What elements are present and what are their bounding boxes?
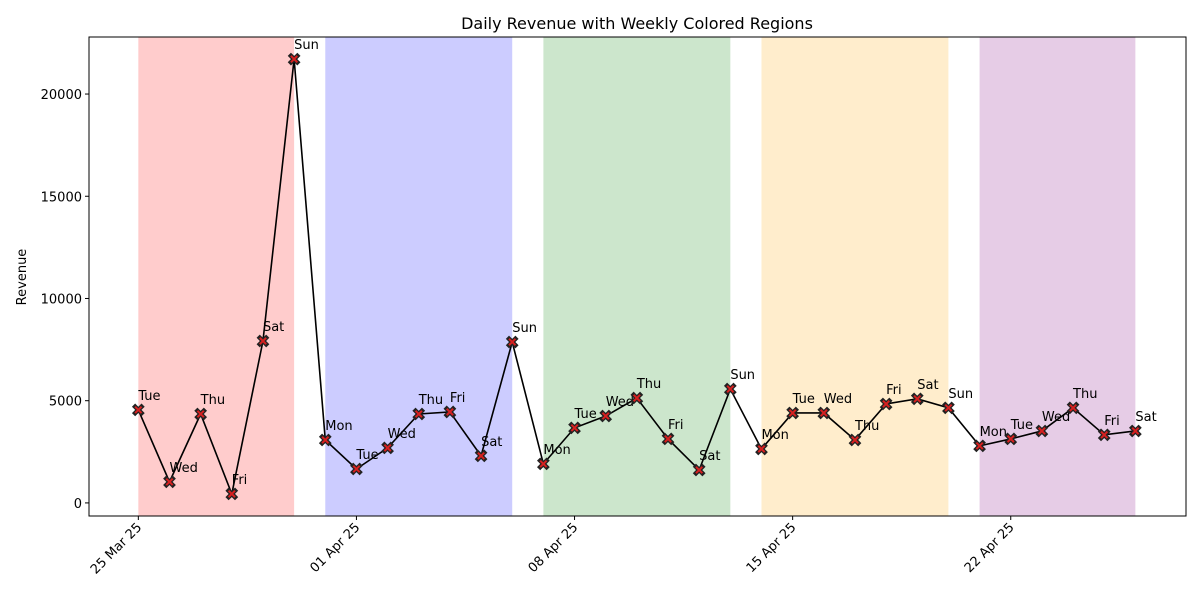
marker-fill — [695, 466, 704, 474]
data-label: Mon — [325, 419, 352, 434]
data-label: Mon — [543, 443, 570, 458]
marker-fill — [1006, 435, 1015, 443]
data-label: Fri — [1104, 414, 1120, 429]
week-region — [979, 37, 1136, 516]
marker-fill — [1069, 403, 1077, 412]
data-label: Thu — [418, 393, 443, 408]
data-label: Tue — [574, 407, 597, 422]
data-label: Thu — [200, 393, 225, 408]
y-tick-label: 0 — [74, 497, 82, 512]
marker-fill — [165, 477, 174, 486]
data-label: Sat — [917, 378, 938, 393]
marker-fill — [788, 409, 797, 417]
x-tick-label: 25 Mar 25 — [88, 520, 145, 577]
y-tick-label: 5000 — [49, 395, 82, 410]
data-label: Sat — [263, 320, 284, 335]
data-label: Sat — [481, 435, 502, 450]
data-label: Mon — [761, 428, 788, 443]
marker-fill — [352, 465, 361, 473]
marker-fill — [445, 408, 454, 416]
chart-title: Daily Revenue with Weekly Colored Region… — [461, 14, 813, 33]
marker-fill — [944, 403, 953, 412]
week-region — [761, 37, 949, 516]
data-label: Sun — [294, 38, 319, 53]
marker-fill — [1131, 427, 1140, 435]
data-label: Wed — [169, 461, 197, 476]
data-label: Thu — [636, 377, 661, 392]
marker-fill — [819, 409, 828, 417]
marker-fill — [757, 445, 766, 453]
data-label: Wed — [1042, 410, 1070, 425]
week-region — [543, 37, 731, 516]
data-label: Tue — [1010, 418, 1033, 433]
marker-fill — [1100, 430, 1109, 439]
marker-fill — [383, 444, 392, 452]
data-label: Sun — [730, 368, 755, 383]
y-axis-label: Revenue — [15, 249, 30, 306]
marker-fill — [321, 436, 330, 444]
y-tick-label: 20000 — [41, 88, 82, 103]
y-tick-label: 15000 — [41, 190, 82, 205]
marker-fill — [414, 410, 423, 418]
data-label: Sun — [948, 387, 973, 402]
x-tick-label: 01 Apr 25 — [308, 520, 364, 576]
marker-fill — [508, 338, 517, 346]
data-label: Sat — [1135, 410, 1156, 425]
x-tick-label: 22 Apr 25 — [962, 520, 1018, 576]
marker-fill — [851, 436, 859, 444]
week-region — [138, 37, 295, 516]
plot-frame — [88, 36, 1187, 517]
data-label: Wed — [388, 427, 416, 442]
marker-fill — [601, 412, 610, 420]
data-label: Fri — [450, 391, 466, 406]
data-label: Sun — [512, 321, 537, 336]
data-label: Tue — [137, 389, 160, 404]
marker-fill — [259, 337, 267, 345]
data-label: Fri — [668, 418, 684, 433]
marker-fill — [290, 55, 299, 63]
marker-fill — [570, 423, 579, 432]
marker-fill — [477, 451, 485, 460]
data-label: Fri — [232, 473, 248, 488]
data-label: Tue — [355, 448, 378, 463]
marker-fill — [726, 385, 735, 393]
data-label: Mon — [980, 425, 1007, 440]
week-region — [325, 37, 513, 516]
data-label: Tue — [792, 392, 815, 407]
x-tick-label: 08 Apr 25 — [526, 520, 582, 576]
marker-fill — [196, 410, 205, 418]
data-label: Thu — [1072, 387, 1097, 402]
marker-fill — [664, 435, 672, 443]
data-label: Fri — [886, 383, 902, 398]
marker-fill — [632, 394, 641, 402]
y-tick-label: 10000 — [41, 292, 82, 307]
marker-fill — [882, 400, 891, 408]
marker-fill — [539, 459, 548, 468]
marker-fill — [134, 405, 143, 414]
data-label: Wed — [606, 395, 634, 410]
data-label: Sat — [699, 449, 720, 464]
x-tick-label: 15 Apr 25 — [744, 520, 800, 576]
marker-fill — [913, 394, 922, 403]
marker-fill — [1037, 427, 1046, 435]
data-label: Thu — [854, 419, 879, 434]
marker-fill — [975, 441, 984, 450]
data-label: Wed — [824, 392, 852, 407]
marker-fill — [227, 490, 236, 498]
